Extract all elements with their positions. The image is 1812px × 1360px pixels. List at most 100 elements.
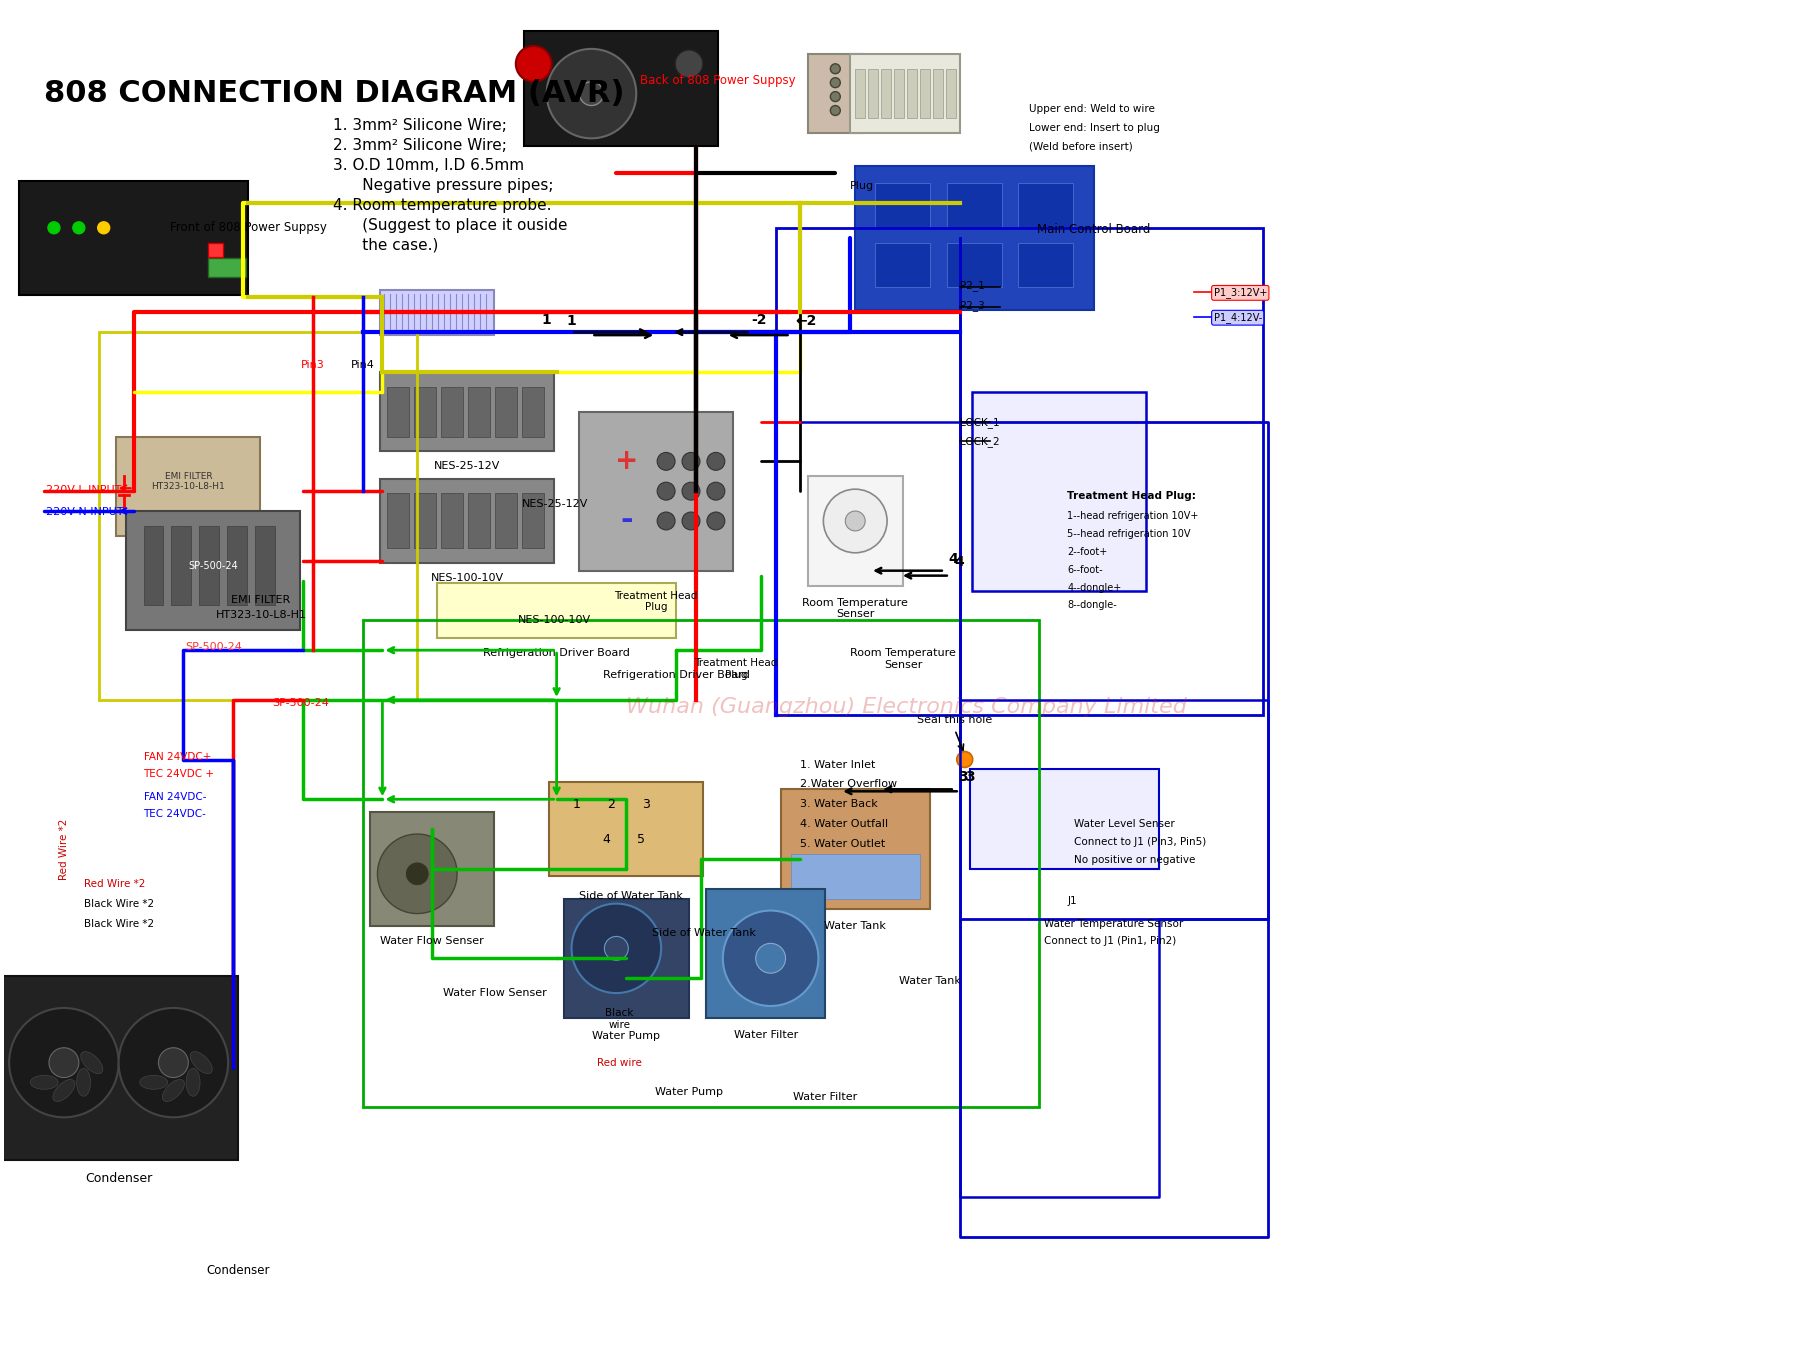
Text: Side of Water Tank: Side of Water Tank bbox=[580, 891, 683, 900]
Text: Red wire: Red wire bbox=[596, 1058, 641, 1068]
FancyBboxPatch shape bbox=[933, 69, 942, 118]
FancyBboxPatch shape bbox=[440, 494, 464, 548]
Circle shape bbox=[49, 1047, 78, 1077]
Text: Room Temperature
Senser: Room Temperature Senser bbox=[850, 649, 957, 669]
Text: 5--head refrigeration 10V: 5--head refrigeration 10V bbox=[1067, 529, 1190, 539]
Circle shape bbox=[658, 453, 676, 471]
Text: No positive or negative: No positive or negative bbox=[1075, 855, 1196, 865]
Circle shape bbox=[707, 453, 725, 471]
Text: 3: 3 bbox=[959, 770, 968, 785]
Text: NES-25-12V: NES-25-12V bbox=[433, 461, 500, 472]
Text: Room Temperature
Senser: Room Temperature Senser bbox=[803, 597, 908, 619]
Text: Upper end: Weld to wire: Upper end: Weld to wire bbox=[1029, 103, 1156, 113]
Text: 2. 3mm² Silicone Wire;: 2. 3mm² Silicone Wire; bbox=[333, 139, 507, 154]
Circle shape bbox=[377, 834, 457, 914]
Text: Water Pump: Water Pump bbox=[593, 1031, 660, 1040]
Text: P1_4:12V-: P1_4:12V- bbox=[1214, 313, 1261, 324]
Text: Wuhan (Guangzhou) Electronics Company Limited: Wuhan (Guangzhou) Electronics Company Li… bbox=[625, 698, 1187, 717]
Circle shape bbox=[580, 82, 603, 106]
FancyBboxPatch shape bbox=[522, 494, 544, 548]
Text: Side of Water Tank: Side of Water Tank bbox=[652, 929, 756, 938]
Text: 4. Room temperature probe.: 4. Room temperature probe. bbox=[333, 199, 551, 214]
Text: 1. Water Inlet: 1. Water Inlet bbox=[801, 759, 875, 770]
Text: Treatment Head
Plug: Treatment Head Plug bbox=[694, 658, 777, 680]
Text: P1_3:12V+: P1_3:12V+ bbox=[1214, 287, 1267, 298]
Text: (Weld before insert): (Weld before insert) bbox=[1029, 141, 1132, 151]
FancyBboxPatch shape bbox=[875, 242, 930, 287]
Circle shape bbox=[516, 46, 551, 82]
Circle shape bbox=[681, 483, 699, 500]
FancyBboxPatch shape bbox=[707, 888, 826, 1017]
Text: Treatment Head
Plug: Treatment Head Plug bbox=[614, 590, 698, 612]
Text: -: - bbox=[620, 506, 632, 536]
Text: 2.Water Overflow: 2.Water Overflow bbox=[801, 779, 897, 789]
FancyBboxPatch shape bbox=[127, 511, 301, 630]
Ellipse shape bbox=[190, 1051, 212, 1073]
Text: LOCK_1: LOCK_1 bbox=[960, 416, 1000, 427]
Text: SP-500-24: SP-500-24 bbox=[272, 698, 330, 709]
FancyBboxPatch shape bbox=[199, 526, 219, 605]
Text: 4--dongle+: 4--dongle+ bbox=[1067, 582, 1122, 593]
Circle shape bbox=[707, 511, 725, 530]
FancyBboxPatch shape bbox=[495, 494, 516, 548]
Text: Water Tank: Water Tank bbox=[824, 921, 886, 930]
Text: Treatment Head Plug:: Treatment Head Plug: bbox=[1067, 491, 1196, 502]
FancyBboxPatch shape bbox=[948, 242, 1002, 287]
Text: 5. Water Outlet: 5. Water Outlet bbox=[801, 839, 886, 849]
FancyBboxPatch shape bbox=[908, 69, 917, 118]
FancyBboxPatch shape bbox=[781, 789, 930, 908]
Ellipse shape bbox=[187, 1069, 199, 1096]
FancyBboxPatch shape bbox=[255, 526, 275, 605]
FancyBboxPatch shape bbox=[415, 494, 437, 548]
Text: Water Filter: Water Filter bbox=[734, 1030, 797, 1040]
FancyBboxPatch shape bbox=[790, 854, 920, 899]
Text: Refrigeration Driver Board: Refrigeration Driver Board bbox=[603, 670, 750, 680]
Text: Connect to J1 (Pin3, Pin5): Connect to J1 (Pin3, Pin5) bbox=[1075, 836, 1207, 847]
Circle shape bbox=[676, 50, 703, 78]
Text: (Suggest to place it ouside: (Suggest to place it ouside bbox=[333, 218, 567, 233]
FancyBboxPatch shape bbox=[808, 476, 902, 586]
Text: NES-100-10V: NES-100-10V bbox=[431, 573, 504, 582]
FancyBboxPatch shape bbox=[564, 899, 689, 1017]
Text: FAN 24VDC-: FAN 24VDC- bbox=[143, 793, 207, 802]
Text: 3: 3 bbox=[964, 770, 975, 785]
Text: 808 CONNECTION DIAGRAM (AVR): 808 CONNECTION DIAGRAM (AVR) bbox=[43, 79, 625, 107]
Text: 3: 3 bbox=[641, 798, 651, 811]
Text: FAN 24VDC+: FAN 24VDC+ bbox=[143, 752, 210, 762]
Text: EMI FILTER
HT323-10-L8-H1: EMI FILTER HT323-10-L8-H1 bbox=[152, 472, 225, 491]
Text: Condenser: Condenser bbox=[207, 1265, 270, 1277]
FancyBboxPatch shape bbox=[524, 31, 718, 146]
Text: 3. O.D 10mm, I.D 6.5mm: 3. O.D 10mm, I.D 6.5mm bbox=[333, 158, 524, 173]
Text: 220V N INPUT: 220V N INPUT bbox=[45, 507, 123, 517]
Circle shape bbox=[830, 78, 841, 87]
FancyBboxPatch shape bbox=[208, 257, 246, 277]
FancyBboxPatch shape bbox=[946, 69, 955, 118]
FancyBboxPatch shape bbox=[226, 526, 246, 605]
Text: 220V L INPUT: 220V L INPUT bbox=[45, 486, 121, 495]
Text: Plug: Plug bbox=[850, 181, 873, 190]
FancyBboxPatch shape bbox=[868, 69, 879, 118]
Ellipse shape bbox=[163, 1080, 185, 1102]
FancyBboxPatch shape bbox=[808, 54, 863, 133]
Text: Water Filter: Water Filter bbox=[794, 1092, 857, 1103]
Circle shape bbox=[830, 64, 841, 73]
Text: 6--foot-: 6--foot- bbox=[1067, 564, 1104, 575]
Circle shape bbox=[47, 222, 60, 234]
Text: 1--head refrigeration 10V+: 1--head refrigeration 10V+ bbox=[1067, 511, 1198, 521]
Text: Seal this hole: Seal this hole bbox=[917, 715, 993, 725]
Circle shape bbox=[98, 222, 111, 234]
FancyBboxPatch shape bbox=[920, 69, 930, 118]
Text: Main Control Board: Main Control Board bbox=[1038, 223, 1151, 235]
Circle shape bbox=[830, 106, 841, 116]
Text: Connect to J1 (Pin1, Pin2): Connect to J1 (Pin1, Pin2) bbox=[1044, 937, 1176, 947]
Text: Water Flow Senser: Water Flow Senser bbox=[442, 989, 547, 998]
Text: 1: 1 bbox=[573, 798, 580, 811]
Circle shape bbox=[118, 1008, 228, 1118]
FancyBboxPatch shape bbox=[580, 412, 734, 571]
FancyBboxPatch shape bbox=[855, 69, 864, 118]
FancyBboxPatch shape bbox=[208, 242, 223, 257]
Text: NES-100-10V: NES-100-10V bbox=[518, 615, 591, 626]
Text: Black Wire *2: Black Wire *2 bbox=[83, 918, 154, 929]
Circle shape bbox=[681, 511, 699, 530]
Text: Water Pump: Water Pump bbox=[654, 1088, 723, 1098]
